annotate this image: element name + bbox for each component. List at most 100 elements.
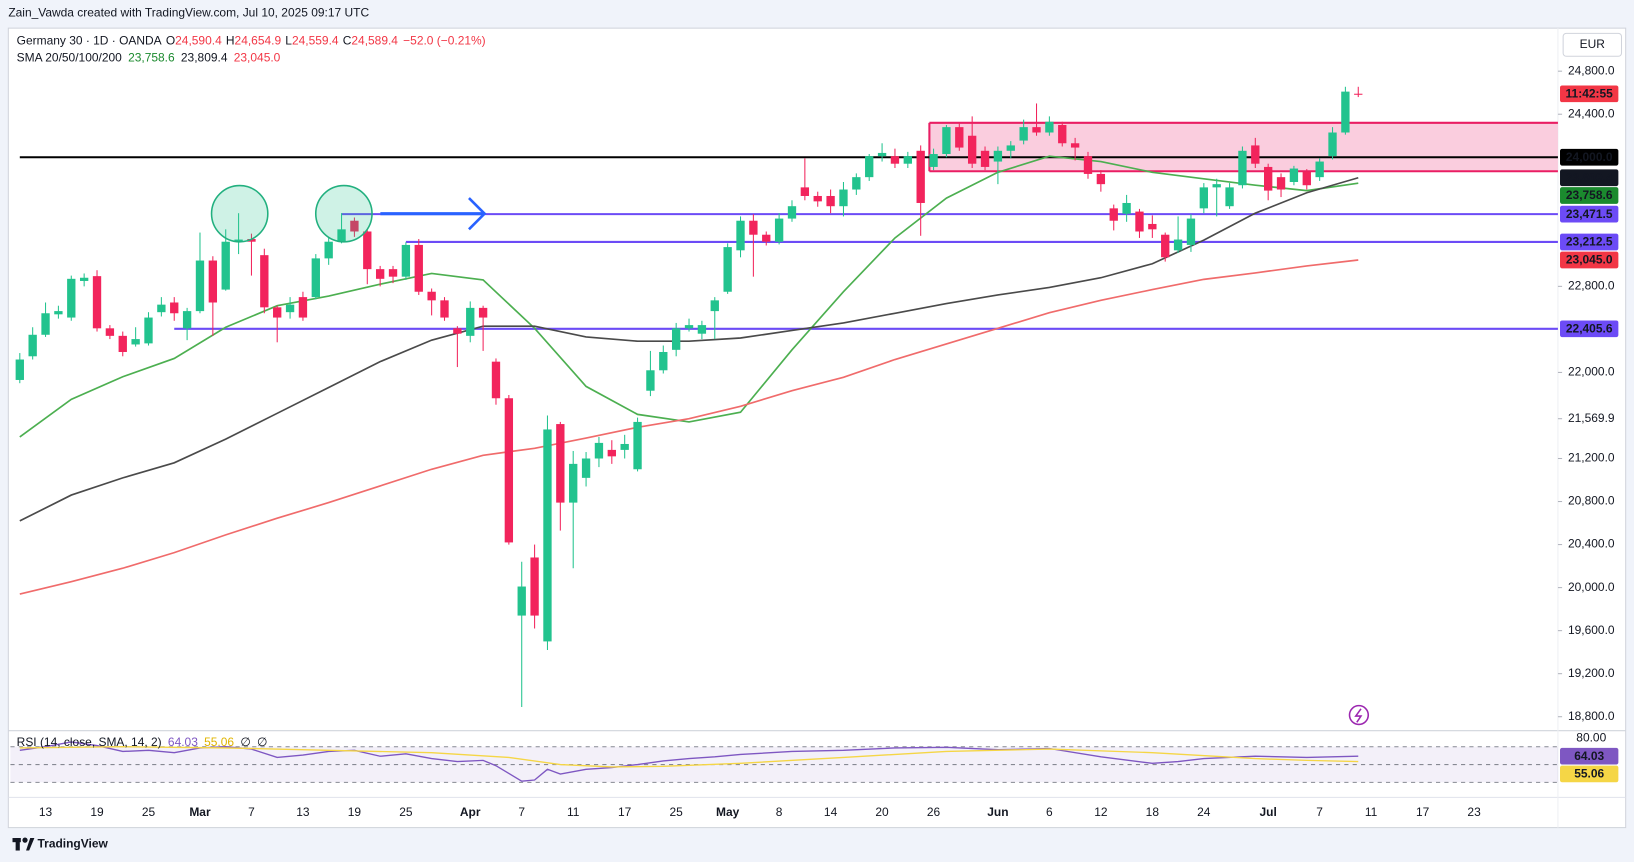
candle-body xyxy=(440,300,449,318)
price-label-bg xyxy=(1560,169,1619,187)
candle-body xyxy=(967,135,977,164)
candle-body xyxy=(684,325,694,329)
price-label: 23,758.6 xyxy=(1566,188,1613,202)
sma-value: 23,045.0 xyxy=(234,51,281,65)
candle-body xyxy=(105,328,115,336)
candle-body xyxy=(1264,166,1273,191)
plot: 24,800.0 24,400.0 22,800.0 22,000.0 21,569.9… xyxy=(10,63,1619,819)
candle-body xyxy=(1135,211,1144,232)
x-tick-label: 7 xyxy=(1316,805,1323,819)
y-tick-label: 20,000.0 xyxy=(1568,580,1615,594)
candle-body xyxy=(543,429,552,642)
price-label-bg xyxy=(1560,148,1619,166)
price-label: 24,000.0 xyxy=(1566,150,1613,164)
x-tick-label: 17 xyxy=(618,805,632,819)
rsi-line xyxy=(19,746,1359,768)
candle-body xyxy=(877,152,887,157)
y-tick-label: 19,600.0 xyxy=(1568,623,1615,637)
footer-logo[interactable]: TradingView xyxy=(38,836,109,850)
y-tick-label: 19,200.0 xyxy=(1568,666,1615,680)
y-tick-label: 20,400.0 xyxy=(1568,537,1615,551)
candle-body xyxy=(903,156,912,164)
alert-icon[interactable] xyxy=(1348,704,1370,726)
circle-annotation xyxy=(314,184,373,243)
arrow-head xyxy=(468,197,487,231)
rsi-legend: RSI (14, close, SMA, 14, 2) 64.03 55.06 ∅ ∅ xyxy=(17,735,268,749)
candle-body xyxy=(466,307,475,336)
candle-body xyxy=(170,302,179,314)
rsi-value: 55.06 xyxy=(204,735,234,749)
x-tick-label: Mar xyxy=(189,805,211,819)
candle-body xyxy=(1186,218,1196,245)
currency[interactable]: EUR xyxy=(1580,37,1606,51)
candle-body xyxy=(1212,184,1221,188)
candle-body xyxy=(594,442,604,459)
candle-body xyxy=(890,156,900,164)
candle-body xyxy=(620,443,629,450)
x-tick-label: 25 xyxy=(142,805,156,819)
y-tick-label: 24,400.0 xyxy=(1568,106,1615,120)
ohlc-value: 24,654.9 xyxy=(235,34,282,48)
candle-body xyxy=(41,313,50,335)
x-tick-label: 18 xyxy=(1146,805,1160,819)
x-tick-label: 13 xyxy=(39,805,53,819)
candle-body xyxy=(1289,168,1299,182)
candle-body xyxy=(298,297,308,318)
y-tick-label: 21,200.0 xyxy=(1568,451,1615,465)
sma-value: 23,758.6 xyxy=(128,51,175,65)
candle-body xyxy=(723,247,732,292)
price-label: 23,471.5 xyxy=(1566,207,1613,221)
logo-mark xyxy=(15,838,20,851)
candle-body xyxy=(1302,171,1311,186)
price-label-bg xyxy=(1560,233,1619,251)
price-label-bg xyxy=(1560,251,1619,269)
candle-body xyxy=(1328,132,1337,157)
x-tick-label: 12 xyxy=(1094,805,1108,819)
candle-body xyxy=(491,361,501,399)
price-label: 23,809.4 xyxy=(1566,170,1613,184)
rsi-label-bg xyxy=(1560,747,1619,765)
currency-box[interactable] xyxy=(1562,32,1623,57)
candle-body xyxy=(1070,143,1080,148)
candle-body xyxy=(157,304,166,313)
x-tick-label: 7 xyxy=(248,805,255,819)
candle-body xyxy=(852,177,861,190)
x-tick-label: 7 xyxy=(518,805,525,819)
x-tick-label: 19 xyxy=(348,805,362,819)
x-tick-label: 25 xyxy=(669,805,683,819)
rsi-null: ∅ xyxy=(240,735,250,749)
candle-body xyxy=(826,195,835,207)
candle-body xyxy=(1251,145,1260,164)
candle-body xyxy=(671,328,681,350)
x-tick-label: 8 xyxy=(776,805,783,819)
price-label: 23,212.5 xyxy=(1566,235,1613,249)
candle-body xyxy=(221,241,230,290)
candle-body xyxy=(955,127,964,148)
candle-body xyxy=(478,307,488,318)
candle-body xyxy=(774,218,784,242)
x-tick-label: Jul xyxy=(1260,805,1277,819)
rsi-title: RSI (14, close, SMA, 14, 2) xyxy=(17,735,162,749)
candle-body xyxy=(1225,187,1234,207)
x-tick-label: 19 xyxy=(90,805,104,819)
candle-body xyxy=(607,449,616,457)
candle-body xyxy=(1199,187,1208,209)
x-tick-label: 11 xyxy=(1365,805,1378,819)
ohlc-value: 24,590.4 xyxy=(175,34,222,48)
candle-body xyxy=(787,206,797,219)
sma-title: SMA 20/50/100/200 xyxy=(17,51,122,65)
ohlc-key: O xyxy=(166,34,175,48)
candle-body xyxy=(1354,93,1363,95)
alert-icon-bolt xyxy=(1354,708,1363,723)
candle-body xyxy=(916,150,925,203)
candle-body xyxy=(311,258,320,298)
candle-body xyxy=(1045,121,1054,133)
candle-body xyxy=(15,359,24,380)
x-tick-label: 23 xyxy=(1467,805,1481,819)
candle-body xyxy=(659,351,668,371)
candle-body xyxy=(453,328,462,334)
candle-body xyxy=(208,260,218,303)
price-label-bg xyxy=(1560,187,1619,204)
candle-body xyxy=(427,291,436,301)
rsi-label-bg xyxy=(1560,765,1619,783)
